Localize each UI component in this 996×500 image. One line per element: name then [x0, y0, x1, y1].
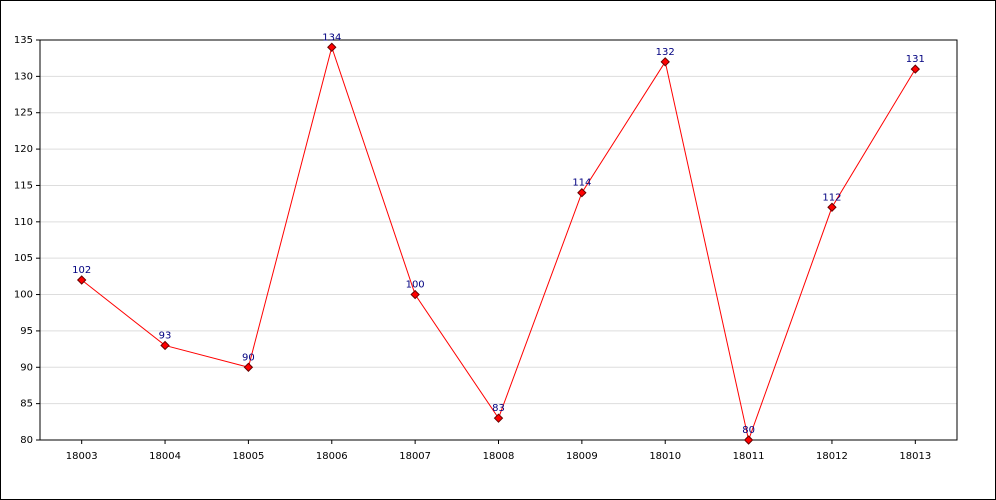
data-point [827, 202, 837, 212]
x-tick-label: 18009 [566, 451, 598, 462]
x-tick-label: 18012 [816, 451, 848, 462]
x-tick-label: 18004 [149, 451, 181, 462]
y-tick-label: 120 [14, 144, 33, 155]
data-label: 114 [572, 178, 591, 189]
data-point [410, 289, 420, 300]
y-tick-label: 115 [14, 180, 33, 191]
x-tick-label: 18010 [649, 451, 681, 462]
data-label: 134 [322, 32, 341, 43]
y-tick-label: 100 [14, 290, 33, 301]
y-tick-label: 125 [14, 108, 33, 119]
data-label: 102 [72, 265, 91, 276]
data-point [577, 188, 587, 198]
y-tick-label: 135 [14, 35, 33, 46]
data-label: 112 [822, 192, 841, 203]
x-tick-label: 18003 [66, 451, 98, 462]
data-point [160, 340, 170, 351]
data-point [76, 275, 87, 285]
x-tick-label: 18007 [399, 451, 431, 462]
data-label: 83 [492, 403, 505, 414]
data-label: 93 [159, 330, 172, 341]
y-tick-label: 105 [14, 253, 33, 264]
data-label: 90 [242, 352, 255, 363]
data-point [660, 57, 670, 67]
y-tick-label: 110 [14, 217, 33, 228]
data-label: 132 [656, 47, 675, 58]
y-tick-label: 90 [20, 362, 33, 373]
y-tick-label: 85 [20, 399, 33, 410]
data-point [743, 435, 754, 445]
data-point [243, 362, 254, 372]
y-tick-label: 130 [14, 71, 33, 82]
x-tick-label: 18013 [899, 451, 931, 462]
data-label: 131 [906, 54, 925, 65]
x-tick-label: 18006 [316, 451, 348, 462]
data-label: 80 [742, 425, 755, 436]
data-point [493, 413, 504, 423]
y-tick-label: 95 [20, 326, 33, 337]
x-tick-label: 18008 [483, 451, 515, 462]
y-tick-label: 80 [20, 435, 33, 446]
data-label: 100 [406, 280, 425, 291]
x-tick-label: 18011 [733, 451, 765, 462]
data-point [910, 64, 921, 74]
data-point [327, 42, 337, 52]
x-tick-label: 18005 [233, 451, 265, 462]
